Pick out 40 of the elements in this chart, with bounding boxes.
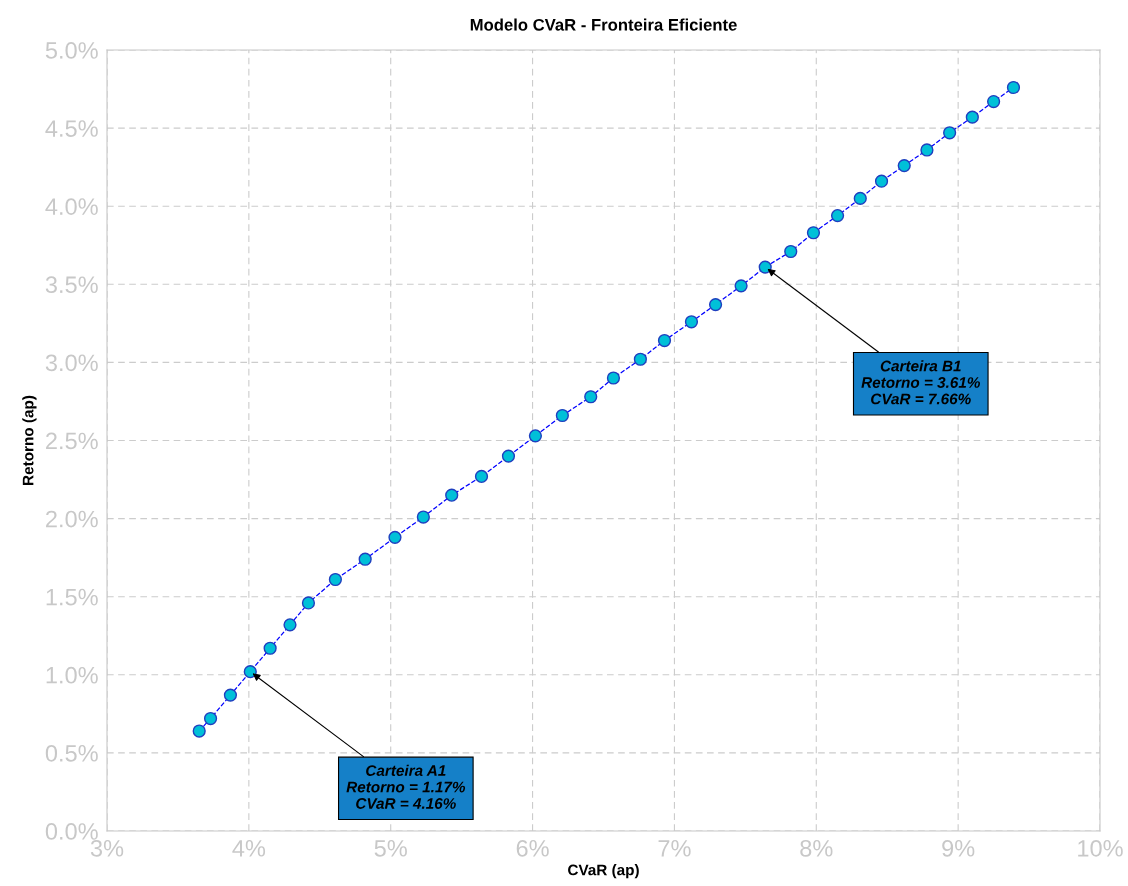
point — [584, 390, 598, 404]
point — [328, 572, 342, 587]
point — [853, 191, 867, 205]
point — [192, 724, 206, 738]
point — [734, 279, 748, 293]
point — [784, 244, 798, 259]
point — [965, 110, 979, 124]
point — [920, 143, 934, 157]
point — [897, 158, 911, 173]
point — [806, 226, 821, 240]
point — [388, 530, 402, 544]
point — [528, 429, 543, 443]
x-axis-title: CVaR (ap) — [568, 864, 639, 879]
point — [758, 260, 772, 274]
point — [223, 688, 238, 702]
point — [1006, 80, 1021, 95]
point — [445, 488, 459, 502]
point — [501, 449, 516, 463]
point — [555, 408, 569, 423]
annotation: Carteira A1 Retorno = 1.17% CVaR = 4.16% — [346, 764, 466, 809]
chart-title: Modelo CVaR - Fronteira Eficiente — [470, 18, 737, 31]
point — [606, 371, 621, 385]
point — [301, 596, 316, 610]
point — [830, 208, 845, 223]
point — [943, 126, 957, 140]
point — [874, 174, 889, 188]
point — [263, 641, 277, 655]
point — [358, 552, 372, 566]
point — [657, 333, 672, 348]
point — [474, 469, 489, 484]
y-axis-title: Retorno (ap) — [22, 395, 37, 485]
point — [684, 315, 699, 329]
point — [633, 352, 647, 366]
point — [987, 94, 1001, 109]
point — [416, 510, 430, 524]
annotation: Carteira B1 Retorno = 3.61% CVaR = 7.66% — [861, 360, 980, 405]
point — [283, 618, 297, 632]
point — [243, 665, 257, 679]
point — [203, 711, 218, 726]
point — [708, 298, 723, 312]
